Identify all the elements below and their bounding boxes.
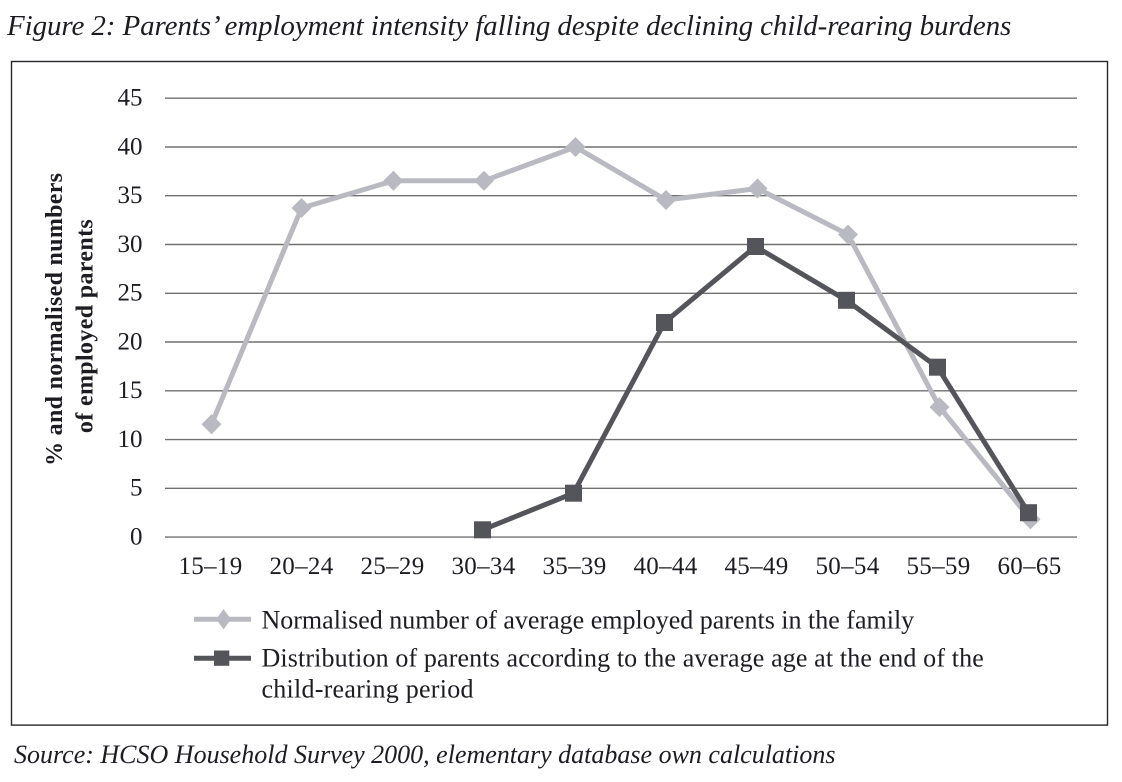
svg-text:60–65: 60–65 [998, 553, 1062, 580]
svg-text:15: 15 [118, 377, 143, 404]
svg-text:40: 40 [118, 133, 143, 160]
svg-text:45–49: 45–49 [725, 553, 789, 580]
svg-text:child-rearing period: child-rearing period [262, 675, 474, 704]
svg-text:50–54: 50–54 [816, 553, 880, 580]
svg-text:Source: HCSO Household Survey: Source: HCSO Household Survey 2000, elem… [14, 740, 836, 769]
svg-text:% and normalised numbers: % and normalised numbers [42, 173, 68, 466]
svg-text:Normalised number of average e: Normalised number of average employed pa… [262, 606, 915, 635]
svg-text:Figure 2: Parents’ employment: Figure 2: Parents’ employment intensity … [6, 10, 1011, 42]
svg-text:45: 45 [118, 85, 143, 112]
svg-text:25–29: 25–29 [361, 553, 425, 580]
svg-text:25: 25 [118, 280, 143, 307]
svg-text:30–34: 30–34 [452, 553, 516, 580]
svg-text:35–39: 35–39 [543, 553, 607, 580]
svg-text:0: 0 [130, 523, 143, 550]
svg-text:30: 30 [118, 231, 143, 258]
svg-text:55–59: 55–59 [907, 553, 971, 580]
svg-text:Distribution of parents accord: Distribution of parents according to the… [262, 644, 984, 673]
svg-text:of employed parents: of employed parents [73, 219, 99, 433]
svg-text:5: 5 [130, 475, 143, 502]
svg-text:20–24: 20–24 [270, 553, 334, 580]
svg-text:10: 10 [118, 426, 143, 453]
svg-text:15–19: 15–19 [179, 553, 243, 580]
svg-text:20: 20 [118, 328, 143, 355]
svg-text:40–44: 40–44 [634, 553, 698, 580]
svg-text:35: 35 [118, 182, 143, 209]
